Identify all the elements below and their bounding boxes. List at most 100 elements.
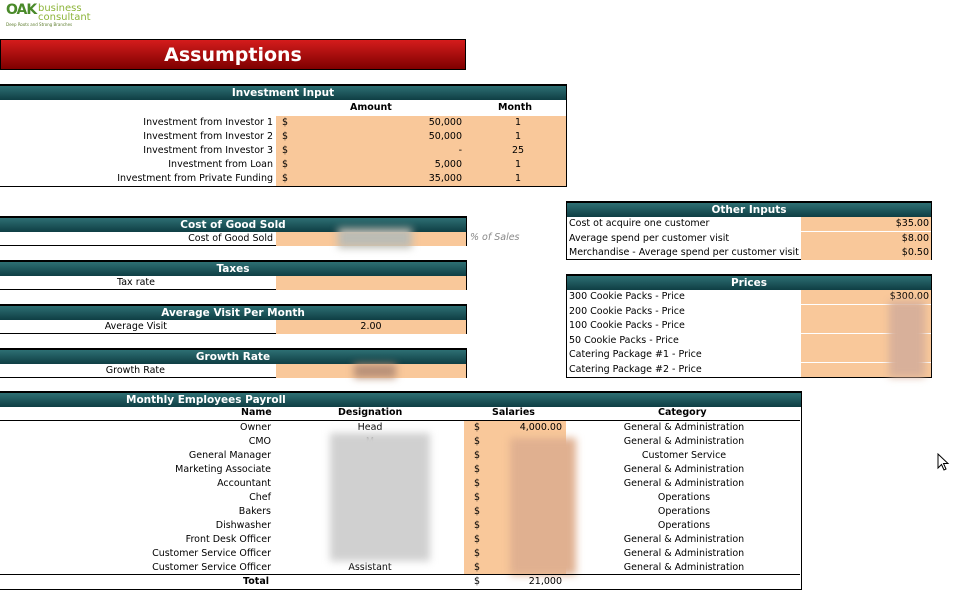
price-label: Catering Package #1 - Price — [569, 349, 702, 361]
employee-category: General & Administration — [623, 478, 745, 489]
investment-currency: $ — [282, 131, 289, 142]
mouse-pointer-icon — [937, 453, 950, 471]
company-logo: OAK business consultant Deep Roots and S… — [4, 2, 94, 32]
cogs-value-redacted — [338, 228, 412, 248]
salary-currency: $ — [474, 520, 481, 531]
taxes-table: Taxes Tax rate — [0, 260, 467, 290]
designation-redacted — [330, 433, 430, 561]
growth-rate-heading: Growth Rate — [0, 349, 466, 364]
employee-category: General & Administration — [623, 548, 745, 559]
average-visit-label: Average Visit — [104, 321, 167, 332]
logo-wordmark: business consultant — [38, 3, 91, 23]
payroll-total-currency: $ — [474, 576, 481, 587]
employee-name: Dishwasher — [215, 520, 271, 531]
employee-name: Accountant — [217, 478, 271, 489]
tax-rate-label: Tax rate — [117, 277, 155, 288]
salary-value[interactable]: 4,000.00 — [519, 422, 562, 433]
price-label: 50 Cookie Packs - Price — [569, 334, 679, 346]
amount-column-header: Amount — [350, 102, 392, 113]
logo-mark: OAK — [6, 2, 37, 18]
price-value[interactable]: $300.00 — [801, 290, 931, 304]
month-column-header: Month — [498, 102, 533, 113]
salary-currency: $ — [474, 562, 481, 573]
other-inputs-heading: Other Inputs — [567, 202, 931, 217]
average-visit-value[interactable]: 2.00 — [276, 320, 466, 334]
investment-month: 1 — [514, 131, 522, 142]
investment-month: 1 — [514, 117, 522, 128]
salary-currency: $ — [474, 422, 481, 433]
prices-redacted — [889, 301, 925, 377]
investment-amount-cell[interactable]: $50,000 1 — [276, 130, 566, 144]
salary-redacted — [510, 438, 576, 575]
investment-amount: 50,000 — [428, 131, 462, 142]
other-input-label: Merchandise - Average spend per customer… — [569, 247, 799, 258]
investment-amount: 50,000 — [428, 117, 462, 128]
price-label: 100 Cookie Packs - Price — [569, 320, 685, 332]
cogs-label: Cost of Good Sold — [188, 233, 273, 244]
prices-heading: Prices — [567, 275, 931, 290]
growth-rate-value-cell[interactable] — [276, 364, 466, 378]
salary-currency: $ — [474, 506, 481, 517]
employee-name: Marketing Associate — [175, 464, 271, 475]
investment-month: 25 — [511, 145, 525, 156]
investment-amount-cell[interactable]: $50,000 1 — [276, 116, 566, 130]
cogs-table: Cost of Good Sold Cost of Good Sold — [0, 216, 467, 248]
payroll-header-divider — [0, 420, 800, 421]
salary-currency: $ — [474, 548, 481, 559]
category-column-header: Category — [658, 407, 707, 418]
employee-designation[interactable]: Assistant — [348, 562, 392, 573]
other-input-label: Average spend per customer visit — [569, 232, 730, 244]
investment-amount: 35,000 — [428, 173, 462, 184]
employee-name: Bakers — [238, 506, 271, 517]
employee-name: Chef — [249, 492, 271, 503]
investment-currency: $ — [282, 145, 289, 156]
salary-currency: $ — [474, 492, 481, 503]
salary-currency: $ — [474, 464, 481, 475]
investment-amount: 5,000 — [434, 159, 462, 170]
investment-currency: $ — [282, 173, 289, 184]
employee-category: General & Administration — [623, 534, 745, 545]
investment-amount-cell[interactable]: $35,000 1 — [276, 172, 566, 186]
investment-amount: - — [458, 145, 462, 156]
investment-row-label: Investment from Investor 3 — [143, 145, 273, 156]
name-column-header: Name — [241, 407, 272, 418]
designation-column-header: Designation — [338, 407, 403, 418]
price-label: 200 Cookie Packs - Price — [569, 305, 685, 317]
cogs-note: % of Sales — [470, 232, 520, 243]
taxes-heading: Taxes — [0, 261, 466, 276]
other-inputs-table: Other Inputs Cost ot acquire one custome… — [566, 201, 932, 260]
employee-name: General Manager — [188, 450, 271, 461]
salary-currency: $ — [474, 534, 481, 545]
employee-category: Operations — [657, 520, 711, 531]
employee-designation[interactable]: Head — [357, 422, 383, 433]
other-input-label: Cost ot acquire one customer — [569, 218, 710, 229]
investment-row-label: Investment from Private Funding — [117, 173, 273, 184]
payroll-total-divider — [0, 574, 800, 575]
page-title: Assumptions — [0, 39, 466, 70]
cogs-value-cell[interactable] — [276, 228, 466, 248]
employee-name: Front Desk Officer — [185, 534, 271, 545]
employee-category: Operations — [657, 492, 711, 503]
salaries-column-header: Salaries — [492, 407, 535, 418]
investment-amount-cell[interactable]: $5,000 1 — [276, 158, 566, 172]
other-input-value[interactable]: $8.00 — [801, 231, 931, 246]
employee-category: Operations — [657, 506, 711, 517]
employee-category: Customer Service — [641, 450, 727, 461]
other-input-value[interactable]: $0.50 — [801, 246, 931, 260]
growth-rate-label: Growth Rate — [105, 365, 165, 376]
other-input-value[interactable]: $35.00 — [801, 217, 931, 231]
investment-input-table: Investment Input Amount Month Investment… — [0, 84, 567, 187]
price-label: Catering Package #2 - Price — [569, 364, 702, 375]
employee-name: Customer Service Officer — [152, 562, 271, 573]
logo-tagline: Deep Roots and Strong Branches — [6, 22, 73, 27]
payroll-table: Monthly Employees Payroll Name Designati… — [0, 391, 802, 590]
salary-currency: $ — [474, 478, 481, 489]
growth-rate-redacted — [354, 364, 396, 378]
investment-amount-cell[interactable]: $ - 25 — [276, 144, 566, 158]
tax-rate-value-cell[interactable] — [276, 276, 466, 290]
employee-category: General & Administration — [623, 562, 745, 573]
employee-name: Owner — [239, 422, 271, 433]
employee-category: General & Administration — [623, 464, 745, 475]
investment-input-heading: Investment Input — [0, 85, 566, 100]
investment-currency: $ — [282, 117, 289, 128]
